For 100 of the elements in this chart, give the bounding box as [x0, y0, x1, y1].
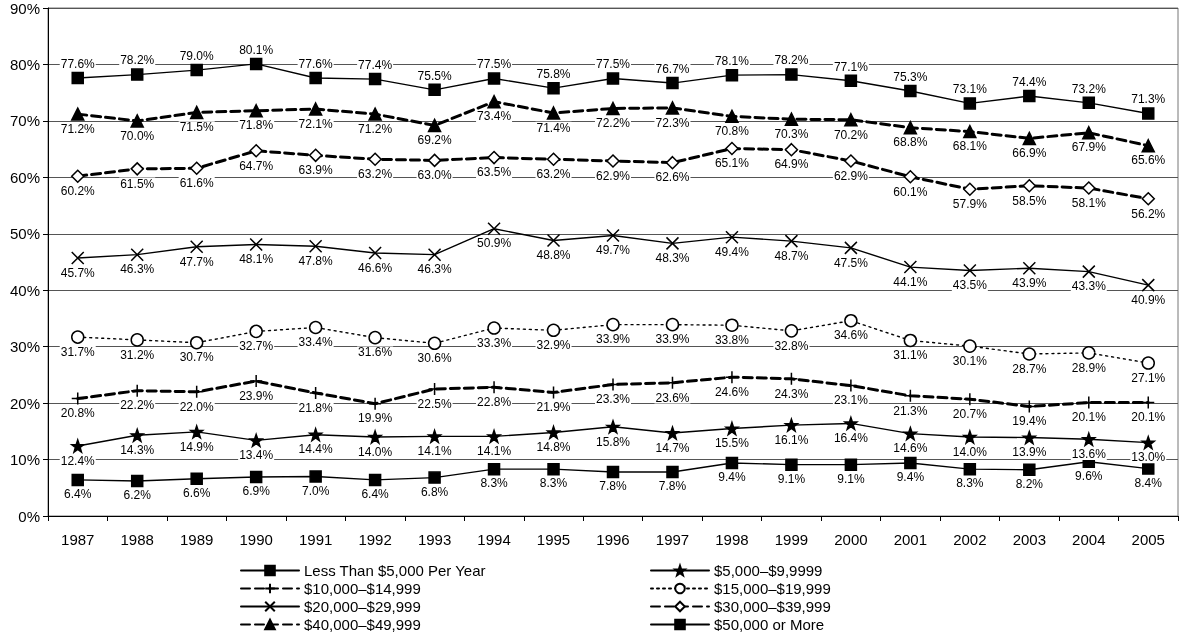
point	[249, 144, 263, 158]
data-label: 60.2%	[60, 183, 96, 198]
point	[308, 102, 323, 116]
point	[903, 170, 918, 184]
y-tick-label: 80%	[9, 55, 40, 73]
data-label: 73.1%	[952, 82, 988, 97]
data-label: 23.1%	[833, 393, 869, 408]
data-label: 8.3%	[956, 476, 984, 491]
data-label: 8.4%	[1134, 475, 1163, 490]
point	[368, 72, 382, 86]
data-label: 8.3%	[539, 476, 568, 491]
point	[130, 68, 144, 81]
data-label: 43.5%	[952, 278, 988, 293]
data-label: 7.8%	[658, 479, 687, 494]
legend-label: Less Than $5,000 Per Year	[304, 562, 486, 579]
data-label: 21.9%	[536, 400, 571, 415]
point	[547, 81, 560, 95]
point	[1023, 463, 1036, 476]
data-label: 62.6%	[655, 170, 690, 185]
x-tick-label: 1994	[477, 531, 511, 548]
point	[368, 246, 382, 260]
point	[1141, 138, 1156, 153]
data-label: 12.4%	[60, 453, 96, 468]
point	[309, 71, 322, 85]
data-label: 9.4%	[718, 470, 746, 485]
point	[1022, 347, 1037, 361]
x-tick-label: 1990	[239, 531, 273, 548]
point	[665, 426, 680, 440]
point	[70, 439, 85, 453]
data-label: 75.5%	[417, 68, 452, 83]
data-label: 78.2%	[120, 53, 155, 68]
data-label: 69.2%	[417, 133, 452, 148]
data-label: 6.2%	[123, 488, 152, 503]
data-label: 8.3%	[480, 476, 509, 491]
point	[665, 101, 680, 115]
point	[606, 72, 620, 85]
point	[844, 113, 858, 127]
point	[844, 241, 858, 255]
data-label: 8.2%	[1015, 476, 1044, 491]
legend-label: $10,000–$14,999	[304, 580, 421, 597]
x-tick-label: 1992	[358, 531, 392, 548]
point	[249, 57, 263, 71]
data-label: 64.7%	[239, 158, 274, 173]
x-tick-label: 1987	[61, 531, 95, 548]
point	[309, 470, 322, 483]
data-label: 6.4%	[64, 487, 92, 502]
point	[904, 456, 917, 470]
point	[844, 154, 858, 168]
data-label: 77.5%	[595, 57, 631, 72]
point	[547, 462, 560, 476]
point	[963, 430, 977, 444]
y-tick-label: 10%	[9, 451, 40, 469]
data-label: 7.0%	[301, 483, 330, 498]
point	[546, 425, 561, 440]
x-tick-label: 1996	[596, 531, 630, 548]
data-label: 20.8%	[60, 406, 96, 421]
point	[1022, 430, 1037, 445]
point	[71, 473, 84, 487]
data-label: 22.0%	[179, 399, 215, 414]
point	[904, 84, 917, 98]
data-label: 31.2%	[120, 347, 155, 362]
point	[963, 124, 977, 139]
data-label: 71.5%	[179, 120, 215, 135]
x-tick-label: 2004	[1072, 531, 1106, 548]
point	[784, 324, 799, 338]
point	[130, 428, 144, 443]
point	[249, 237, 263, 252]
data-label: 70.0%	[120, 128, 155, 143]
data-label: 68.8%	[893, 135, 928, 150]
data-label: 14.9%	[179, 439, 215, 454]
point	[130, 162, 144, 176]
point	[844, 313, 858, 328]
x-tick-label: 2000	[834, 531, 868, 548]
data-label: 77.4%	[358, 57, 393, 72]
point	[606, 420, 620, 434]
point	[427, 153, 442, 168]
data-label: 33.8%	[714, 332, 750, 347]
point	[546, 106, 561, 120]
data-label: 30.7%	[179, 350, 215, 365]
data-label: 13.0%	[1131, 450, 1166, 465]
point	[189, 105, 204, 120]
data-label: 48.8%	[536, 248, 571, 263]
point	[606, 101, 620, 116]
point	[368, 107, 382, 121]
x-tick-label: 1988	[120, 531, 154, 548]
data-label: 9.1%	[837, 471, 865, 486]
point	[725, 68, 739, 82]
data-label: 80.1%	[239, 42, 274, 57]
point	[308, 239, 323, 253]
data-label: 21.8%	[298, 400, 333, 415]
data-label: 19.9%	[358, 411, 393, 426]
point	[1141, 435, 1156, 450]
data-label: 46.3%	[417, 262, 452, 277]
point	[130, 247, 144, 262]
point	[666, 76, 679, 90]
point	[725, 421, 739, 436]
point	[606, 317, 620, 332]
data-label: 14.1%	[477, 444, 512, 459]
point	[963, 182, 977, 196]
point	[487, 150, 501, 165]
